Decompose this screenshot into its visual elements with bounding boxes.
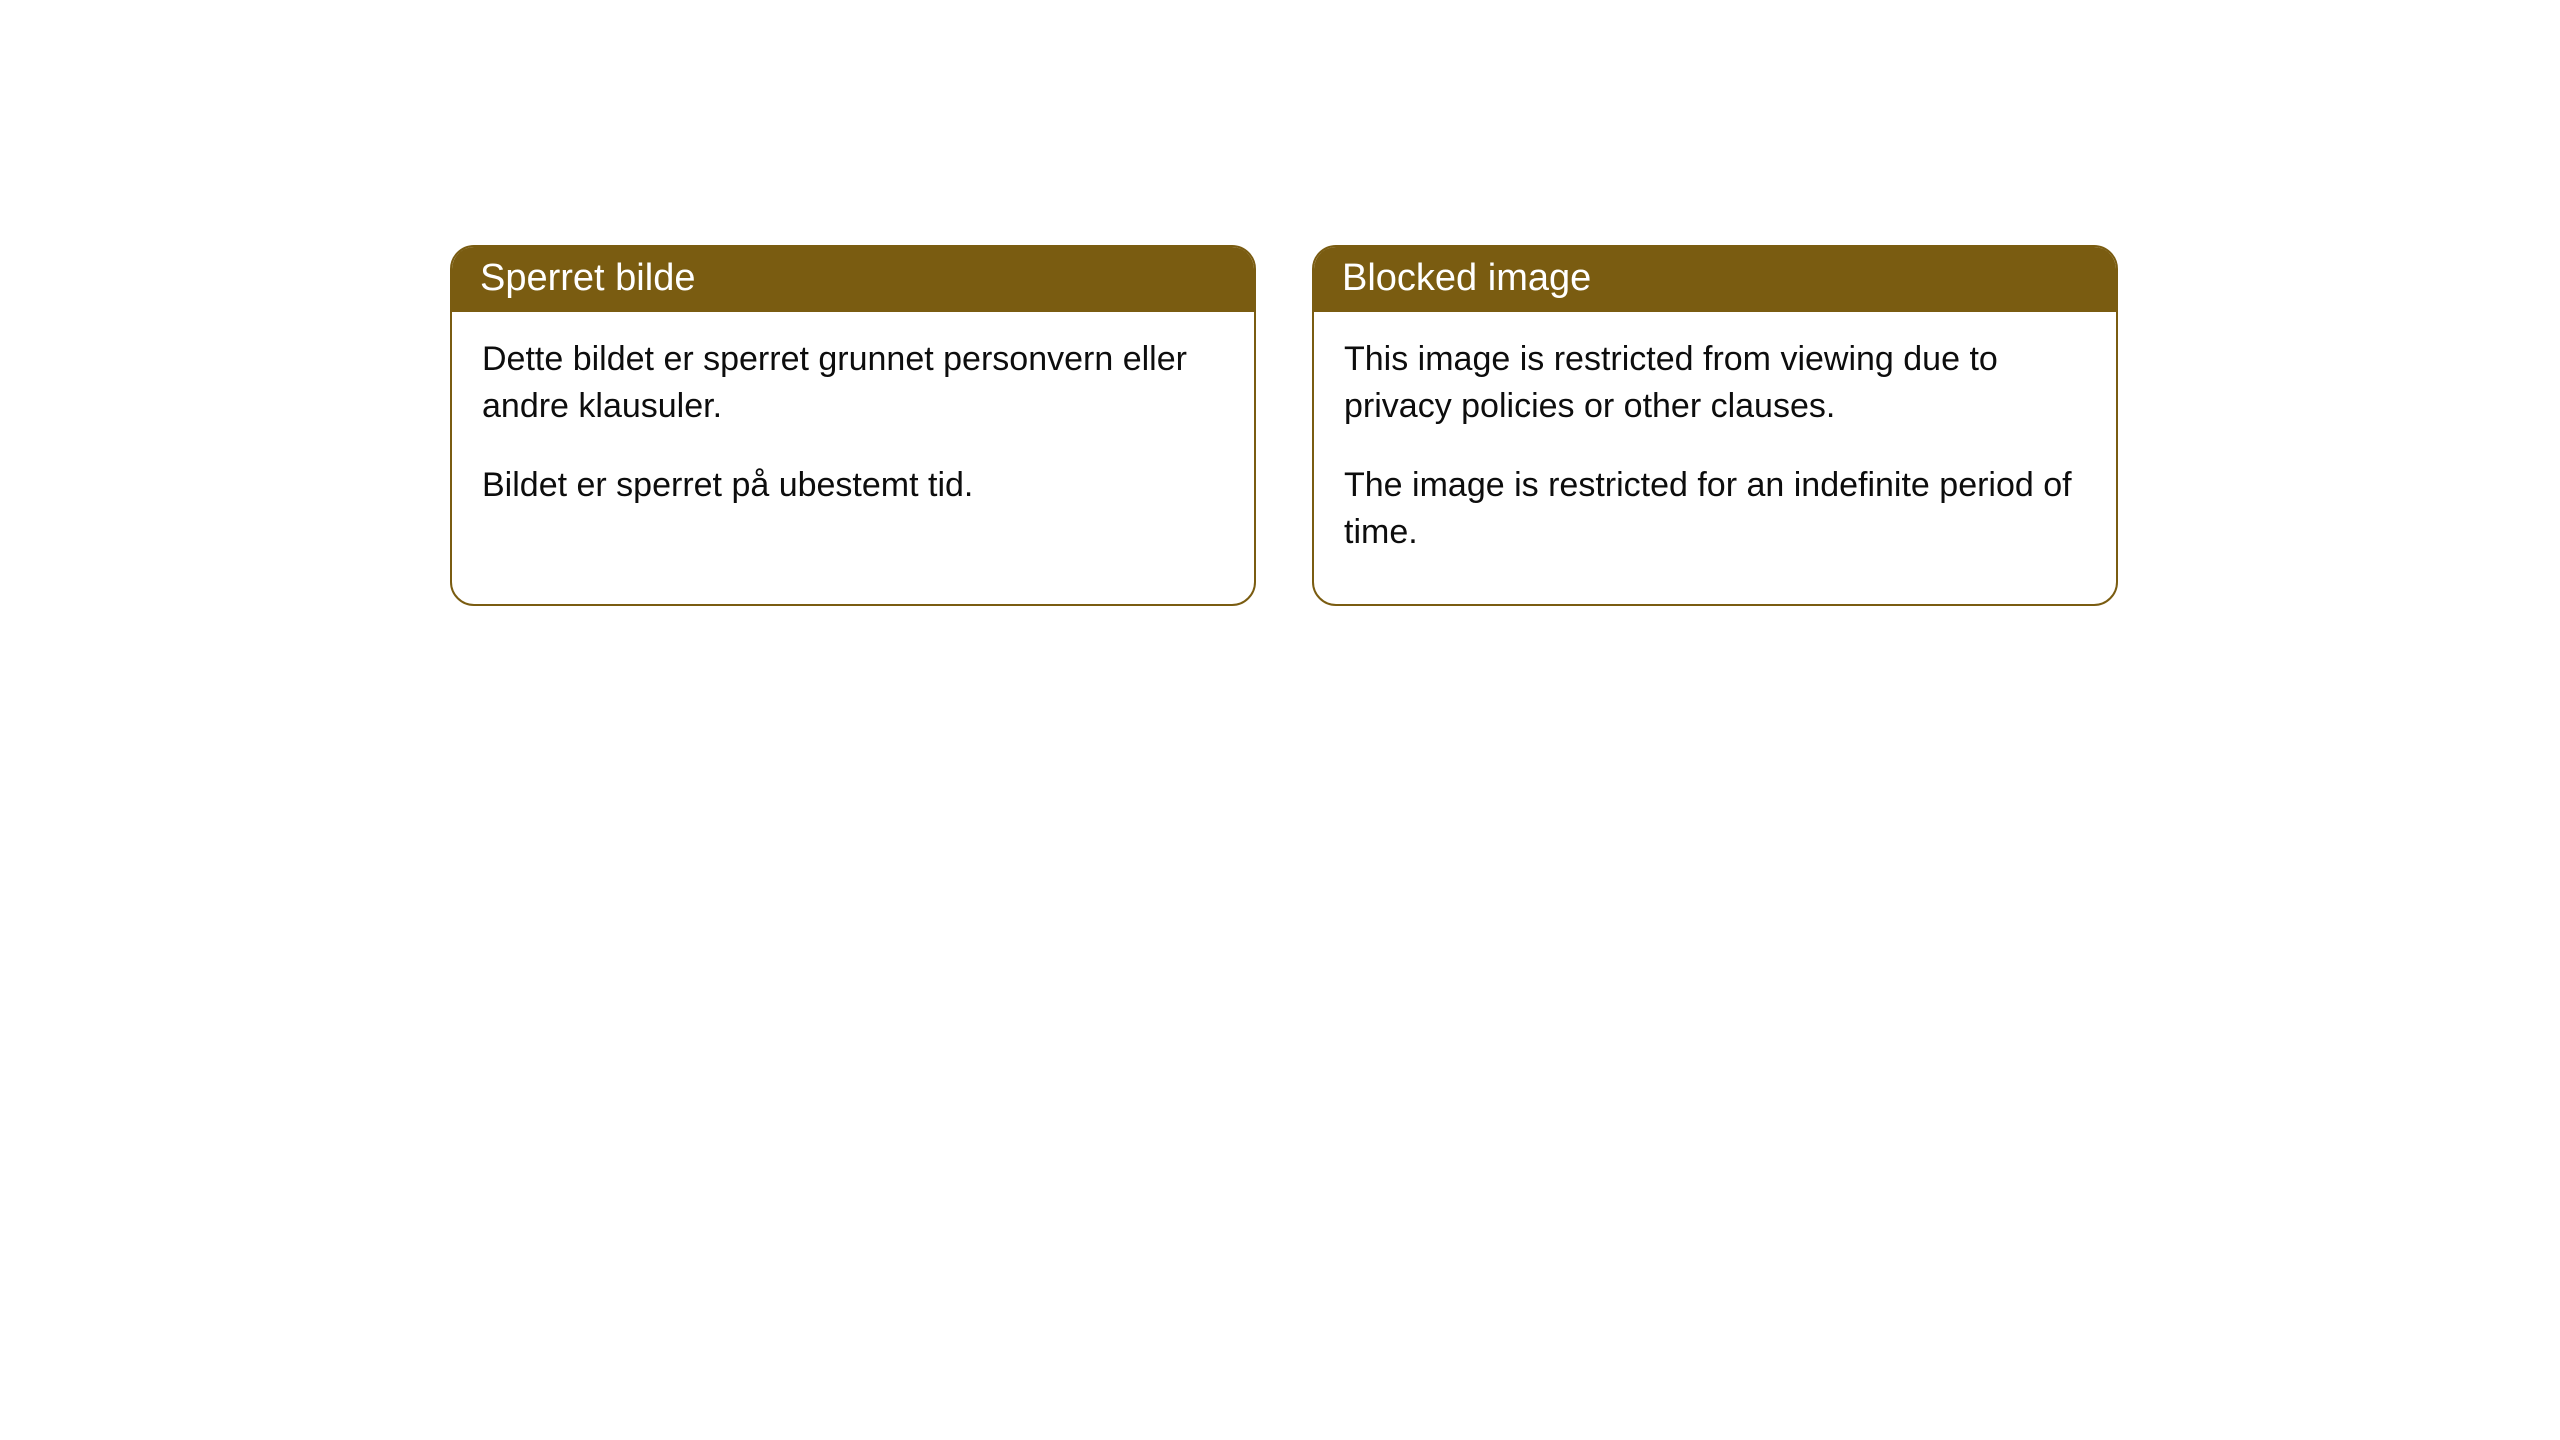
blocked-image-card-no: Sperret bilde Dette bildet er sperret gr…	[450, 245, 1256, 606]
card-header: Sperret bilde	[452, 247, 1254, 312]
notice-container: Sperret bilde Dette bildet er sperret gr…	[0, 0, 2560, 606]
card-paragraph: The image is restricted for an indefinit…	[1344, 462, 2086, 556]
card-paragraph: Dette bildet er sperret grunnet personve…	[482, 336, 1224, 430]
card-body: This image is restricted from viewing du…	[1314, 312, 2116, 604]
card-body: Dette bildet er sperret grunnet personve…	[452, 312, 1254, 557]
card-paragraph: Bildet er sperret på ubestemt tid.	[482, 462, 1224, 509]
blocked-image-card-en: Blocked image This image is restricted f…	[1312, 245, 2118, 606]
card-paragraph: This image is restricted from viewing du…	[1344, 336, 2086, 430]
card-header: Blocked image	[1314, 247, 2116, 312]
